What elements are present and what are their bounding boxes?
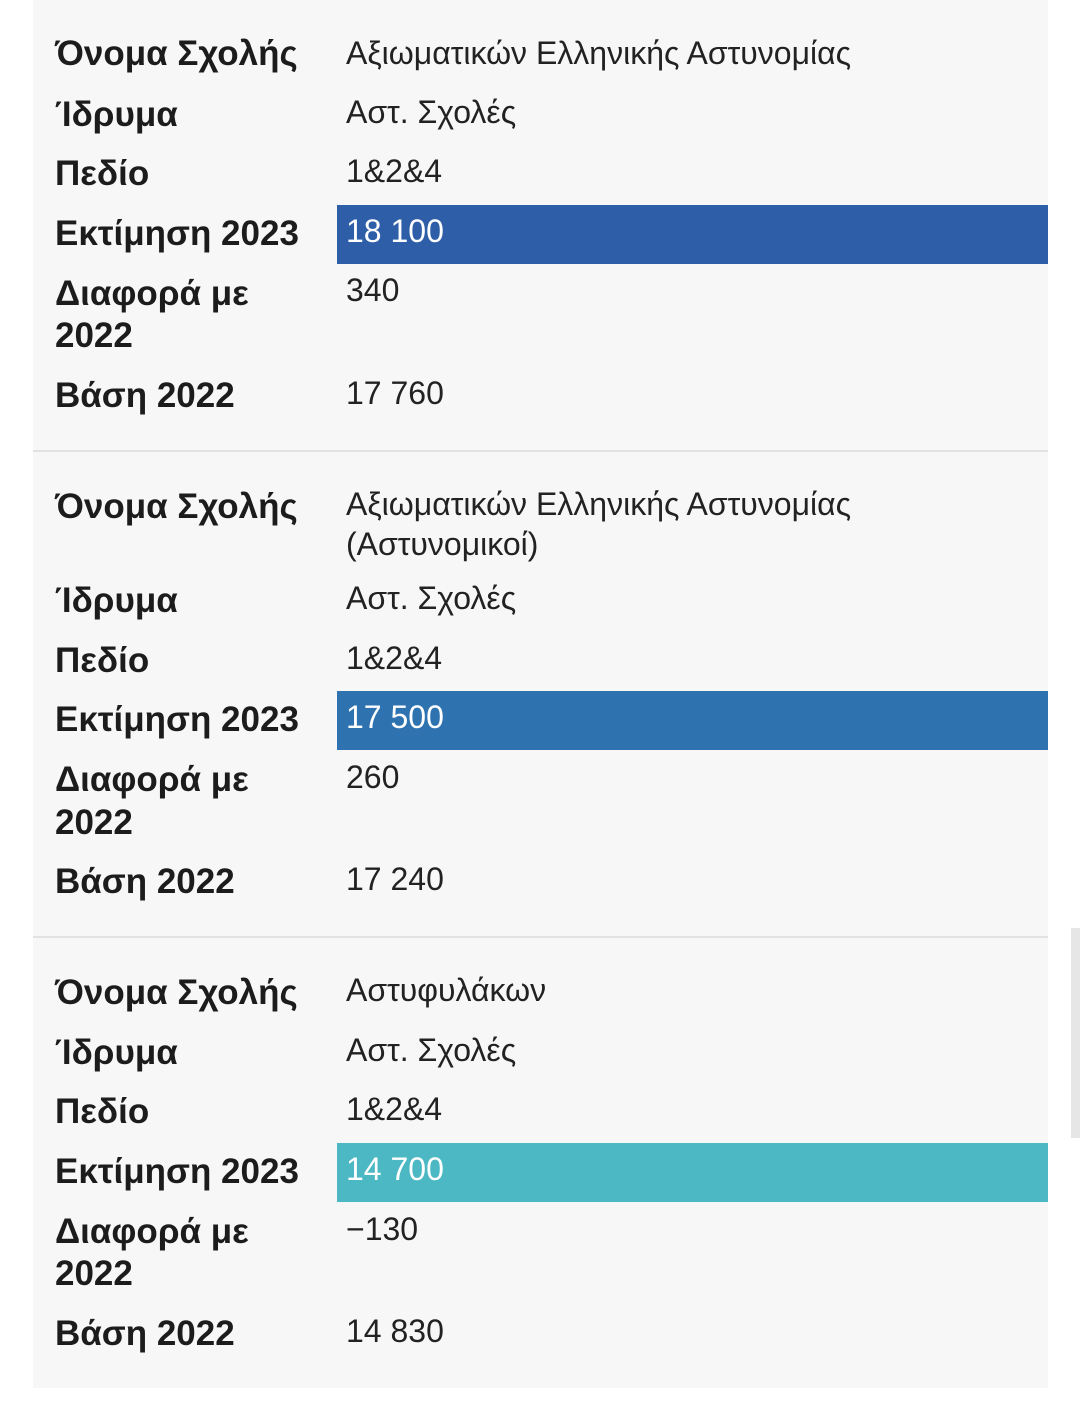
- school-name-value: Αξιωματικών Ελληνικής Αστυνομίας: [346, 35, 852, 71]
- estimate-2023-label: Εκτίμηση 2023: [55, 1152, 299, 1191]
- diff-2022-label-line2: 2022: [55, 316, 133, 355]
- field-label: Πεδίο: [55, 641, 150, 680]
- diff-2022-value: 340: [346, 272, 400, 308]
- estimate-2023-value: 14 700: [346, 1151, 444, 1187]
- estimate-2023-highlight: 17 500: [337, 691, 1048, 750]
- institution-value: Αστ. Σχολές: [346, 94, 517, 130]
- base-2022-label: Βάση 2022: [55, 1314, 235, 1353]
- estimate-2023-label: Εκτίμηση 2023: [55, 214, 299, 253]
- field-value: 1&2&4: [346, 640, 443, 676]
- base-2022-value: 14 830: [346, 1313, 444, 1349]
- diff-2022-label-line1: Διαφορά με: [55, 274, 249, 313]
- school-card: Όνομα Σχολής Αστυφυλάκων Ίδρυμα Αστ. Σχο…: [33, 938, 1048, 1388]
- scrollbar[interactable]: [1071, 928, 1080, 1138]
- field-label: Πεδίο: [55, 154, 150, 193]
- field-value: 1&2&4: [346, 153, 443, 189]
- card-divider: [33, 936, 1048, 938]
- institution-label: Ίδρυμα: [55, 95, 178, 134]
- estimate-2023-label: Εκτίμηση 2023: [55, 700, 299, 739]
- field-label: Πεδίο: [55, 1092, 150, 1131]
- diff-2022-value: −130: [346, 1211, 419, 1247]
- school-card: Όνομα Σχολής Αξιωματικών Ελληνικής Αστυν…: [33, 0, 1048, 450]
- school-name-label: Όνομα Σχολής: [55, 487, 298, 526]
- diff-2022-label-line2: 2022: [55, 1254, 133, 1293]
- estimate-2023-highlight: 14 700: [337, 1143, 1048, 1202]
- institution-label: Ίδρυμα: [55, 1033, 178, 1072]
- school-card: Όνομα Σχολής Αξιωματικών Ελληνικής Αστυν…: [33, 452, 1048, 936]
- school-name-label: Όνομα Σχολής: [55, 34, 298, 73]
- estimate-2023-value: 18 100: [346, 213, 444, 249]
- diff-2022-value: 260: [346, 759, 400, 795]
- school-name-value-line2: (Αστυνομικοί): [346, 526, 539, 562]
- card-divider: [33, 450, 1048, 452]
- estimate-2023-value: 17 500: [346, 699, 444, 735]
- field-value: 1&2&4: [346, 1091, 443, 1127]
- diff-2022-label-line1: Διαφορά με: [55, 1212, 249, 1251]
- institution-value: Αστ. Σχολές: [346, 580, 517, 616]
- base-2022-value: 17 240: [346, 861, 444, 897]
- base-2022-label: Βάση 2022: [55, 862, 235, 901]
- institution-label: Ίδρυμα: [55, 581, 178, 620]
- estimate-2023-highlight: 18 100: [337, 205, 1048, 264]
- diff-2022-label-line1: Διαφορά με: [55, 760, 249, 799]
- school-name-value: Αστυφυλάκων: [346, 972, 547, 1008]
- base-2022-value: 17 760: [346, 375, 444, 411]
- school-name-label: Όνομα Σχολής: [55, 973, 298, 1012]
- base-2022-label: Βάση 2022: [55, 376, 235, 415]
- diff-2022-label-line2: 2022: [55, 803, 133, 842]
- institution-value: Αστ. Σχολές: [346, 1032, 517, 1068]
- school-name-value-line1: Αξιωματικών Ελληνικής Αστυνομίας: [346, 486, 852, 522]
